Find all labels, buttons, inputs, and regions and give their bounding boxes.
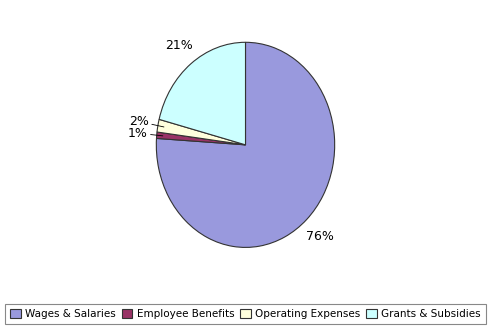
- Text: 1%: 1%: [127, 127, 147, 140]
- Wedge shape: [157, 132, 246, 145]
- Wedge shape: [156, 42, 335, 247]
- Text: 76%: 76%: [306, 229, 334, 242]
- Wedge shape: [157, 119, 246, 145]
- Legend: Wages & Salaries, Employee Benefits, Operating Expenses, Grants & Subsidies: Wages & Salaries, Employee Benefits, Ope…: [5, 304, 486, 324]
- Text: 2%: 2%: [129, 115, 149, 128]
- Wedge shape: [159, 42, 246, 145]
- Text: 21%: 21%: [165, 40, 192, 53]
